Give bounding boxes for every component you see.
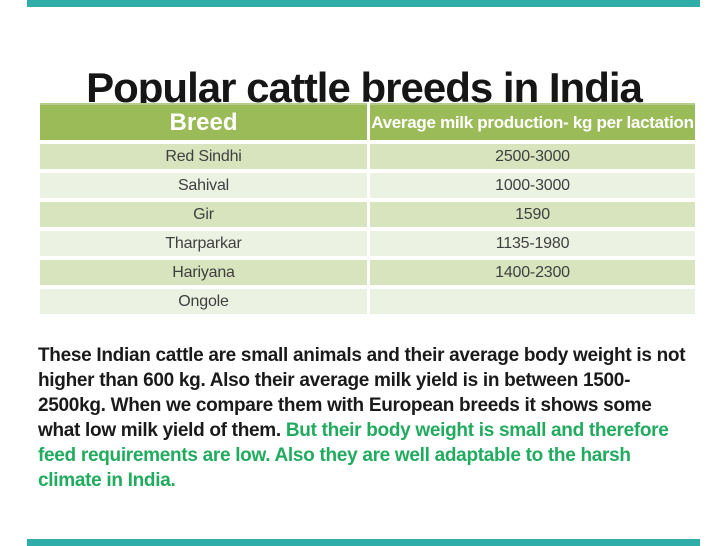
green-text-segment: But their body weight is small and there…: [285, 420, 669, 441]
paragraph-line: climate in India.: [38, 468, 710, 493]
table-row: Gir 1590: [40, 202, 695, 227]
production-cell: 2500-3000: [370, 144, 695, 169]
paragraph-line: 2500kg. When we compare them with Europe…: [38, 393, 710, 418]
production-cell: 1135-1980: [370, 231, 695, 256]
green-text-segment: feed requirements are low. Also they are…: [38, 445, 631, 466]
black-text-segment: 2500kg. When we compare them with Europe…: [38, 395, 652, 416]
production-cell: 1400-2300: [370, 260, 695, 285]
production-cell: 1590: [370, 202, 695, 227]
header-cell-production: Average milk production- kg per lactatio…: [370, 103, 695, 140]
paragraph-line: higher than 600 kg. Also their average m…: [38, 368, 710, 393]
breed-cell: Red Sindhi: [40, 144, 367, 169]
production-cell: 1000-3000: [370, 173, 695, 198]
paragraph-line: These Indian cattle are small animals an…: [38, 343, 710, 368]
paragraph-line: what low milk yield of them. But their b…: [38, 418, 710, 443]
bottom-accent-bar: [27, 539, 700, 546]
table-row: Ongole: [40, 289, 695, 314]
body-paragraph: These Indian cattle are small animals an…: [38, 343, 710, 493]
green-text-segment: climate in India.: [38, 470, 176, 491]
black-text-segment: what low milk yield of them.: [38, 420, 286, 441]
black-text-segment: higher than 600 kg. Also their average m…: [38, 370, 631, 391]
paragraph-line: feed requirements are low. Also they are…: [38, 443, 710, 468]
table-row: Sahival 1000-3000: [40, 173, 695, 198]
header-cell-breed: Breed: [40, 103, 367, 140]
table-row: Tharparkar 1135-1980: [40, 231, 695, 256]
table-row: Red Sindhi 2500-3000: [40, 144, 695, 169]
breed-cell: Hariyana: [40, 260, 367, 285]
black-text-segment: These Indian cattle are small animals an…: [38, 345, 686, 366]
top-accent-bar: [27, 0, 700, 7]
production-cell: [370, 289, 695, 314]
table-header-row: Breed Average milk production- kg per la…: [40, 103, 695, 140]
table-body: Red Sindhi 2500-3000 Sahival 1000-3000 G…: [40, 144, 695, 314]
breed-cell: Tharparkar: [40, 231, 367, 256]
breed-cell: Ongole: [40, 289, 367, 314]
breed-cell: Sahival: [40, 173, 367, 198]
breed-cell: Gir: [40, 202, 367, 227]
table-row: Hariyana 1400-2300: [40, 260, 695, 285]
breeds-table: Breed Average milk production- kg per la…: [40, 103, 695, 318]
